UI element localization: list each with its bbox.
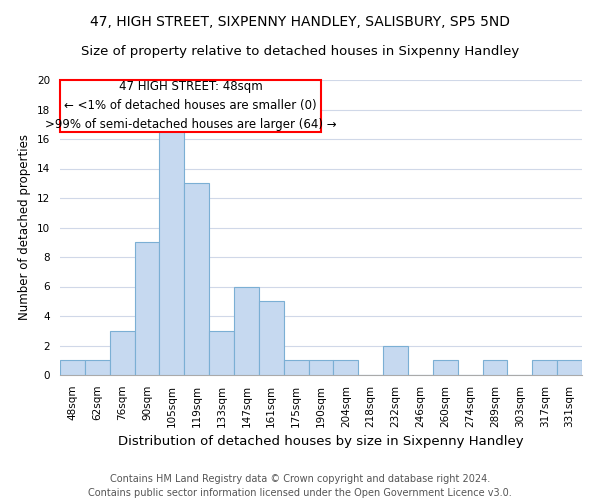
Bar — [482, 360, 508, 375]
X-axis label: Distribution of detached houses by size in Sixpenny Handley: Distribution of detached houses by size … — [118, 435, 524, 448]
Bar — [184, 183, 209, 375]
Text: 47 HIGH STREET: 48sqm
← <1% of detached houses are smaller (0)
>99% of semi-deta: 47 HIGH STREET: 48sqm ← <1% of detached … — [44, 80, 337, 132]
Bar — [134, 242, 160, 375]
Text: 47, HIGH STREET, SIXPENNY HANDLEY, SALISBURY, SP5 5ND: 47, HIGH STREET, SIXPENNY HANDLEY, SALIS… — [90, 15, 510, 29]
Bar — [433, 360, 458, 375]
Bar — [259, 301, 284, 375]
Bar — [209, 331, 234, 375]
Bar — [308, 360, 334, 375]
Bar — [284, 360, 308, 375]
Bar — [334, 360, 358, 375]
Bar — [60, 360, 85, 375]
Y-axis label: Number of detached properties: Number of detached properties — [19, 134, 31, 320]
Bar — [110, 331, 134, 375]
Text: Contains HM Land Registry data © Crown copyright and database right 2024.
Contai: Contains HM Land Registry data © Crown c… — [88, 474, 512, 498]
Bar — [383, 346, 408, 375]
Bar — [532, 360, 557, 375]
Text: Size of property relative to detached houses in Sixpenny Handley: Size of property relative to detached ho… — [81, 45, 519, 58]
Bar — [160, 124, 184, 375]
Bar — [557, 360, 582, 375]
Bar — [85, 360, 110, 375]
Bar — [234, 286, 259, 375]
